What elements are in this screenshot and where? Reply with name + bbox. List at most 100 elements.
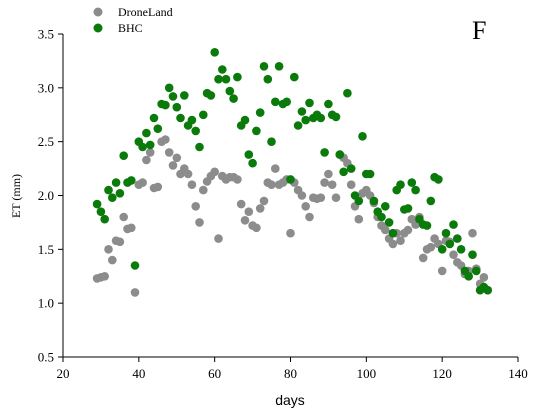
y-tick-label: 3.0 — [38, 80, 54, 95]
data-point-bhc — [145, 140, 155, 150]
data-point-droneland — [164, 148, 174, 157]
data-point-bhc — [381, 202, 390, 211]
data-point-bhc — [142, 128, 151, 138]
data-point-bhc — [244, 150, 254, 159]
data-point-bhc — [115, 189, 125, 198]
data-point-bhc — [168, 92, 178, 101]
data-point-droneland — [127, 223, 136, 233]
data-point-droneland — [119, 212, 128, 222]
data-point-bhc — [221, 74, 231, 84]
data-point-bhc — [149, 113, 159, 123]
data-point-bhc — [320, 148, 329, 157]
data-point-bhc — [384, 218, 394, 227]
data-point-bhc — [267, 137, 276, 146]
data-point-bhc — [449, 220, 458, 229]
x-axis-label: days — [275, 392, 305, 408]
data-point-droneland — [449, 250, 458, 259]
data-point-droneland — [161, 135, 170, 144]
data-point-bhc — [206, 91, 216, 100]
data-point-droneland — [115, 237, 125, 247]
data-point-bhc — [130, 261, 140, 270]
data-point-bhc — [331, 112, 341, 122]
data-point-bhc — [403, 204, 413, 213]
data-point-bhc — [335, 150, 345, 159]
data-point-droneland — [381, 225, 390, 235]
data-point-droneland — [316, 193, 326, 202]
data-point-droneland — [301, 202, 311, 211]
data-point-droneland — [346, 180, 356, 189]
data-point-bhc — [464, 272, 474, 281]
data-point-droneland — [187, 180, 197, 189]
y-tick-label: 1.0 — [38, 296, 54, 311]
data-point-bhc — [225, 86, 235, 96]
data-point-droneland — [255, 204, 265, 213]
data-point-droneland — [320, 178, 329, 187]
data-point-bhc — [472, 266, 481, 276]
data-point-bhc — [100, 214, 109, 224]
data-point-bhc — [263, 74, 273, 84]
data-point-bhc — [92, 199, 102, 209]
data-point-bhc — [271, 97, 280, 107]
data-point-droneland — [396, 236, 405, 245]
data-point-bhc — [214, 74, 223, 84]
data-point-bhc — [248, 158, 257, 168]
y-tick-label: 2.0 — [38, 188, 54, 203]
x-tick-label: 20 — [57, 366, 70, 381]
data-point-droneland — [267, 180, 276, 189]
data-point-droneland — [240, 216, 250, 225]
data-point-droneland — [479, 273, 489, 282]
data-point-droneland — [233, 175, 242, 184]
data-point-bhc — [282, 97, 292, 107]
data-point-droneland — [331, 193, 341, 202]
data-point-droneland — [418, 253, 428, 263]
data-point-bhc — [445, 239, 455, 249]
data-point-bhc — [369, 196, 379, 206]
data-point-droneland — [426, 242, 436, 252]
data-point-bhc — [468, 250, 477, 259]
data-point-droneland — [252, 223, 261, 233]
data-point-bhc — [210, 48, 219, 57]
x-tick-label: 100 — [357, 366, 377, 381]
data-point-droneland — [324, 169, 333, 179]
data-point-droneland — [183, 169, 193, 179]
data-point-droneland — [142, 155, 151, 165]
data-point-droneland — [271, 164, 280, 173]
data-point-droneland — [168, 161, 178, 170]
data-point-droneland — [468, 228, 477, 238]
data-point-bhc — [297, 107, 307, 116]
x-tick-label: 120 — [432, 366, 452, 381]
legend-label-droneland: DroneLand — [118, 5, 173, 19]
data-point-bhc — [96, 207, 106, 216]
data-point-bhc — [324, 99, 333, 109]
data-point-bhc — [343, 88, 352, 98]
data-point-bhc — [259, 62, 269, 71]
data-point-bhc — [305, 98, 314, 108]
data-point-bhc — [111, 178, 121, 187]
series-droneland — [92, 135, 493, 297]
x-axis-ticks: 20 40 60 80 100 120 140 — [57, 357, 528, 381]
data-point-bhc — [274, 62, 284, 71]
data-point-bhc — [255, 108, 265, 117]
data-point-bhc — [441, 228, 451, 238]
data-point-droneland — [327, 180, 337, 189]
data-point-bhc — [153, 124, 163, 133]
data-point-bhc — [339, 167, 348, 177]
data-point-droneland — [195, 218, 204, 227]
data-point-bhc — [172, 102, 182, 112]
data-point-droneland — [297, 191, 307, 200]
data-point-droneland — [172, 153, 182, 163]
data-point-droneland — [210, 167, 219, 177]
data-point-bhc — [138, 142, 147, 152]
data-point-bhc — [199, 110, 208, 120]
data-point-bhc — [377, 212, 386, 222]
x-tick-label: 140 — [508, 366, 528, 381]
y-axis-ticks: 0.5 1.0 1.5 2.0 2.5 3.0 3.5 — [38, 27, 63, 365]
data-point-bhc — [233, 72, 242, 82]
y-tick-label: 1.5 — [38, 242, 54, 257]
data-point-droneland — [100, 272, 109, 281]
data-point-droneland — [403, 225, 413, 235]
data-point-bhc — [293, 121, 303, 130]
y-tick-label: 3.5 — [38, 27, 54, 42]
data-point-droneland — [437, 266, 447, 276]
data-point-bhc — [453, 234, 462, 243]
